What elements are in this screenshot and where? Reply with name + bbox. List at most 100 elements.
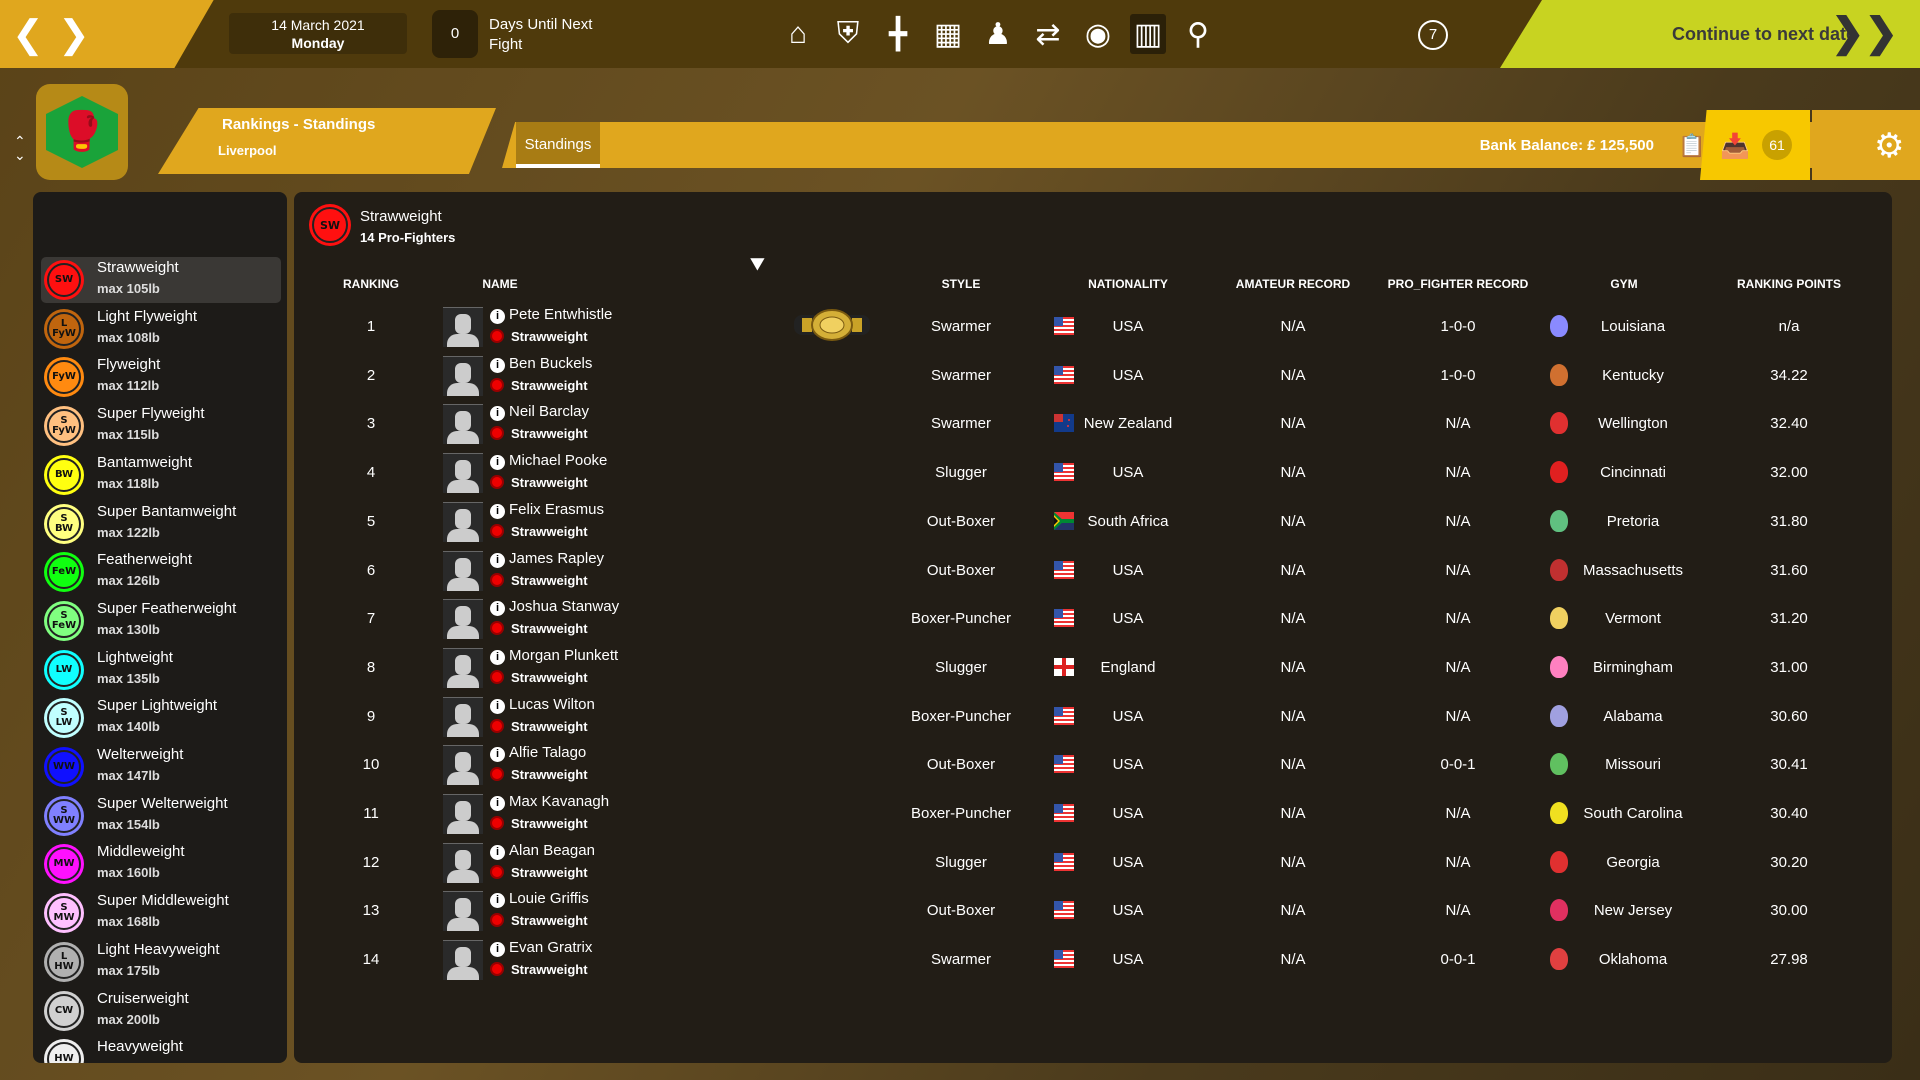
clipboard-icon[interactable]: 📋 bbox=[1678, 133, 1706, 158]
fighter-name-link[interactable]: Felix Erasmus bbox=[509, 500, 605, 518]
target-icon[interactable]: ◉ bbox=[1084, 17, 1112, 51]
fighter-name-link[interactable]: Michael Pooke bbox=[509, 452, 608, 470]
calendar-icon[interactable]: ▦ bbox=[933, 17, 963, 51]
table-row[interactable]: 5 i Felix Erasmus Strawweight Out-Boxer South… bbox=[294, 498, 1892, 546]
inbox-button[interactable]: 📥 61 bbox=[1700, 110, 1810, 180]
fighter-avatar[interactable] bbox=[443, 501, 483, 542]
fighter-name-link[interactable]: Joshua Stanway bbox=[509, 598, 620, 616]
fighter-avatar[interactable] bbox=[443, 599, 483, 640]
fighter-avatar[interactable] bbox=[443, 940, 483, 981]
sidebar-item-flyweight[interactable]: FyW Flyweight max 112lb bbox=[41, 354, 281, 400]
fighter-name-link[interactable]: Max Kavanagh bbox=[509, 793, 610, 810]
sidebar-item-strawweight[interactable]: SW Strawweight max 105lb bbox=[41, 257, 281, 303]
fighter-name-link[interactable]: James Rapley bbox=[509, 549, 605, 567]
sidebar-item-super-flyweight[interactable]: S FyW Super Flyweight max 115lb bbox=[41, 403, 281, 449]
sidebar-item-super-middleweight[interactable]: S MW Super Middleweight max 168lb bbox=[41, 890, 281, 936]
sidebar-item-super-bantamweight[interactable]: S BW Super Bantamweight max 122lb bbox=[41, 501, 281, 547]
sidebar-item-super-featherweight[interactable]: S FeW Super Featherweight max 130lb bbox=[41, 598, 281, 644]
fighter-avatar[interactable] bbox=[443, 550, 483, 591]
fighter-name-link[interactable]: Morgan Plunkett bbox=[509, 646, 619, 664]
column-header-name[interactable]: NAME bbox=[482, 277, 518, 291]
switch-arrows-icon[interactable]: ⌃ ⌄ bbox=[14, 133, 26, 163]
info-icon[interactable]: i bbox=[490, 455, 505, 471]
column-header-nationality[interactable]: NATIONALITY bbox=[1088, 277, 1168, 291]
sidebar-item-lightweight[interactable]: LW Lightweight max 135lb bbox=[41, 647, 281, 693]
table-row[interactable]: 1 i Pete Entwhistle Strawweight Swarmer USA N/… bbox=[294, 303, 1892, 351]
sidebar-item-middleweight[interactable]: MW Middleweight max 160lb bbox=[41, 841, 281, 887]
info-icon[interactable]: i bbox=[490, 357, 505, 373]
fighter-avatar[interactable] bbox=[443, 745, 483, 786]
sidebar-item-welterweight[interactable]: WW Welterweight max 147lb bbox=[41, 744, 281, 790]
forward-arrow-icon[interactable]: ❯ bbox=[58, 14, 90, 56]
podium-icon[interactable]: ▥ bbox=[1130, 14, 1166, 54]
sidebar-item-featherweight[interactable]: FeW Featherweight max 126lb bbox=[41, 549, 281, 595]
column-header-gym[interactable]: GYM bbox=[1610, 277, 1638, 291]
fighter-avatar[interactable] bbox=[443, 355, 483, 396]
table-row[interactable]: 3 i Neil Barclay Strawweight Swarmer New Zeal… bbox=[294, 400, 1892, 448]
fighter-avatar[interactable] bbox=[443, 891, 483, 932]
fighter-avatar[interactable] bbox=[443, 794, 483, 834]
info-icon[interactable]: i bbox=[490, 942, 505, 958]
fighter-avatar[interactable] bbox=[443, 696, 483, 737]
fighter-avatar[interactable] bbox=[443, 453, 483, 494]
club-logo[interactable]: 🥊 bbox=[36, 84, 128, 180]
info-icon[interactable]: i bbox=[490, 309, 505, 324]
fighter-name-link[interactable]: Alfie Talago bbox=[509, 744, 587, 762]
table-row[interactable]: 6 i James Rapley Strawweight Out-Boxer USA N/A… bbox=[294, 547, 1892, 595]
table-row[interactable]: 8 i Morgan Plunkett Strawweight Slugger Engla… bbox=[294, 644, 1892, 692]
info-icon[interactable]: i bbox=[490, 893, 505, 909]
fighter-name-link[interactable]: Pete Entwhistle bbox=[509, 306, 613, 323]
column-header-ranking[interactable]: RANKING bbox=[343, 277, 399, 291]
fighter-name-link[interactable]: Neil Barclay bbox=[509, 403, 590, 421]
fighter-avatar[interactable] bbox=[443, 842, 483, 883]
fighter-name-link[interactable]: Louie Griffis bbox=[509, 890, 589, 908]
column-header-ranking-points[interactable]: RANKING POINTS bbox=[1736, 277, 1842, 291]
column-header-pro-fighter-record[interactable]: PRO_FIGHTER RECORD bbox=[1387, 277, 1529, 291]
sidebar-item-super-lightweight[interactable]: S LW Super Lightweight max 140lb bbox=[41, 695, 281, 741]
fighter-avatar[interactable] bbox=[443, 647, 483, 688]
sidebar-item-light-flyweight[interactable]: L FyW Light Flyweight max 108lb bbox=[41, 306, 281, 352]
tab-standings[interactable]: Standings bbox=[516, 122, 600, 168]
fighter-avatar[interactable] bbox=[443, 404, 483, 445]
table-row[interactable]: 9 i Lucas Wilton Strawweight Boxer-Puncher US… bbox=[294, 693, 1892, 741]
continue-button[interactable]: Continue to next date ❯❯ bbox=[1500, 0, 1920, 68]
info-icon[interactable]: i bbox=[490, 844, 505, 860]
fighter-name-link[interactable]: Alan Beagan bbox=[509, 841, 595, 859]
table-row[interactable]: 10 i Alfie Talago Strawweight Out-Boxer USA N/… bbox=[294, 741, 1892, 789]
table-row[interactable]: 2 i Ben Buckels Strawweight Swarmer USA N/A 1-0… bbox=[294, 352, 1892, 400]
home-icon[interactable]: ⌂ bbox=[788, 17, 808, 50]
column-header-style[interactable]: STYLE bbox=[941, 277, 981, 291]
fighter-name-link[interactable]: Lucas Wilton bbox=[509, 695, 595, 713]
table-row[interactable]: 7 i Joshua Stanway Strawweight Boxer-Puncher… bbox=[294, 595, 1892, 643]
game-speed-button[interactable]: 7 bbox=[1418, 20, 1448, 50]
table-row[interactable]: 4 i Michael Pooke Strawweight Slugger USA N/A N… bbox=[294, 449, 1892, 497]
info-icon[interactable]: i bbox=[490, 796, 505, 811]
settings-button[interactable]: ⚙ bbox=[1812, 110, 1920, 180]
info-icon[interactable]: i bbox=[490, 601, 505, 617]
weight-class-list[interactable]: SW Strawweight max 105lb L FyW Light Flyweigh… bbox=[33, 192, 287, 1063]
back-arrow-icon[interactable]: ❮ bbox=[12, 14, 44, 56]
sidebar-item-bantamweight[interactable]: BW Bantamweight max 118lb bbox=[41, 452, 281, 498]
info-icon[interactable]: i bbox=[490, 649, 505, 665]
info-icon[interactable]: i bbox=[490, 747, 505, 763]
table-row[interactable]: 14 i Evan Gratrix Strawweight Swarmer USA N/A 0… bbox=[294, 936, 1892, 984]
info-icon[interactable]: i bbox=[490, 406, 505, 422]
sidebar-item-super-welterweight[interactable]: S WW Super Welterweight max 154lb bbox=[41, 793, 281, 839]
fighters-icon[interactable]: ♟ bbox=[984, 17, 1012, 51]
sidebar-item-light-heavyweight[interactable]: L HW Light Heavyweight max 175lb bbox=[41, 939, 281, 985]
table-row[interactable]: 12 i Alan Beagan Strawweight Slugger USA N/A N/… bbox=[294, 839, 1892, 887]
table-row[interactable]: 11 i Max Kavanagh Strawweight Boxer-Puncher U… bbox=[294, 790, 1892, 838]
info-icon[interactable]: i bbox=[490, 503, 505, 519]
sidebar-item-heavyweight[interactable]: HW Heavyweight bbox=[41, 1036, 281, 1063]
column-header-amateur-record[interactable]: AMATEUR RECORD bbox=[1235, 277, 1351, 291]
fighter-avatar[interactable] bbox=[443, 307, 483, 347]
fighter-name-link[interactable]: Ben Buckels bbox=[509, 354, 593, 372]
table-row[interactable]: 13 i Louie Griffis Strawweight Out-Boxer USA N… bbox=[294, 887, 1892, 935]
sidebar-item-cruiserweight[interactable]: CW Cruiserweight max 200lb bbox=[41, 988, 281, 1034]
fighter-name-link[interactable]: Evan Gratrix bbox=[509, 939, 593, 957]
dumbbell-icon[interactable]: ╋ bbox=[888, 17, 908, 51]
transfer-icon[interactable]: ⇄ bbox=[1035, 17, 1061, 51]
info-icon[interactable]: i bbox=[490, 698, 505, 714]
shield-icon[interactable]: ⛨ bbox=[836, 17, 860, 50]
trophy-icon[interactable]: ⚲ bbox=[1187, 17, 1209, 51]
